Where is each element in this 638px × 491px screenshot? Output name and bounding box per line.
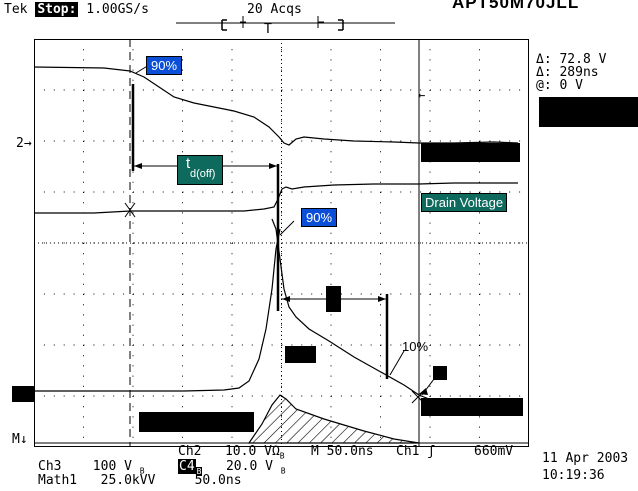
math-ref-label: M: [12, 432, 20, 447]
drain-current-fall-trace: [271, 218, 518, 406]
ten-percent-label: 10%: [402, 339, 429, 354]
rising-edge-icon: ʃ: [427, 444, 436, 459]
math-scale: 25.0kVV: [100, 473, 156, 488]
timebase-readout[interactable]: M 50.0ns: [311, 444, 374, 459]
capture-date: 11 Apr 2003: [542, 451, 629, 466]
trigger-level[interactable]: 660mV: [474, 444, 514, 459]
delta-v-readout: Δ: 72.8 V: [536, 53, 606, 66]
record-view-bar: T: [176, 16, 395, 37]
math-time: 50.0ns: [194, 473, 242, 488]
ch4-label: C4: [178, 459, 196, 474]
at-value: 0 V: [559, 78, 583, 93]
at-symbol: @:: [536, 78, 552, 93]
redacted-box-lower-right: [421, 398, 523, 416]
ch2-ref-label: 2: [16, 136, 24, 151]
acquisitions-count: 20 Acqs: [247, 2, 302, 17]
ch3-scale-readout[interactable]: Ch3 100 V B: [38, 460, 145, 479]
device-title: APT50M70JLL: [452, 0, 580, 12]
math-scale-readout[interactable]: Math1 25.0kVV 50.0ns: [38, 474, 242, 488]
delta-symbol-t: Δ:: [536, 65, 552, 80]
svg-text:T: T: [264, 22, 272, 37]
ch2-reference-marker[interactable]: 2→: [16, 136, 32, 151]
upper-90-percent-label: 90%: [146, 56, 183, 75]
delta-symbol-v: Δ:: [536, 52, 552, 67]
gate-voltage-trace: [34, 182, 518, 214]
delta-v-value: 72.8 V: [559, 52, 607, 67]
cursor-readout: Δ: 72.8 V Δ: 289ns @: 0 V: [536, 53, 606, 92]
arrow-right-icon: →: [23, 136, 32, 151]
redacted-box-current-label: [285, 346, 316, 363]
ch2-scale-readout[interactable]: Ch2 10.0 VΩB: [178, 445, 285, 464]
td-off-main-text: t: [186, 155, 191, 172]
delta-t-readout: Δ: 289ns: [536, 66, 606, 79]
math-label: Math1: [38, 473, 78, 488]
ch2-label: Ch2: [178, 444, 202, 459]
sample-rate: 1.00GS/s: [86, 2, 149, 17]
run-state-badge[interactable]: Stop:: [35, 2, 79, 17]
brand-label: Tek: [4, 2, 28, 17]
ch4-bw-limit: B: [280, 466, 286, 476]
redacted-box-lower-left: [139, 412, 254, 432]
ch4-scale-readout[interactable]: C4 B 20.0 V B: [178, 459, 286, 479]
delta-t-value: 289ns: [559, 65, 599, 80]
drain-voltage-label: Drain Voltage: [421, 193, 508, 212]
header-readout: Tek Stop: 1.00GS/s: [4, 2, 149, 17]
cursor-level-arrow-icon: ←: [418, 88, 426, 102]
status-bar: Tek Stop: 1.00GS/s 20 Acqs APT50M70JLL T: [0, 0, 638, 40]
ch3-bw-limit: B: [139, 466, 145, 476]
ch2-impedance: Ω: [271, 444, 280, 459]
ch4-ground-marker[interactable]: [12, 386, 34, 402]
drain-current-rise-trace: [34, 228, 281, 392]
redacted-box-small: [433, 366, 447, 380]
at-readout: @: 0 V: [536, 79, 606, 92]
scope-display[interactable]: [34, 39, 529, 447]
ch3-scale: 100 V: [92, 459, 132, 474]
math-reference-marker[interactable]: M↓: [12, 432, 28, 447]
arrow-down-icon: ↓: [19, 432, 28, 447]
capture-time: 10:19:36: [542, 468, 605, 483]
math-power-waveform: [247, 394, 420, 444]
ch2-scale: 10.0 V: [224, 444, 272, 459]
redacted-box-tf-label: [326, 286, 341, 312]
redacted-box-ch-label: [421, 143, 520, 162]
ch3-label: Ch3: [38, 459, 62, 474]
td-off-label: t d(off): [177, 155, 223, 185]
ch2-bw-limit: B: [279, 451, 285, 461]
td-off-subscript: d(off): [190, 168, 216, 180]
trigger-channel: Ch1: [396, 444, 420, 459]
trigger-source[interactable]: Ch1 ʃ: [396, 445, 435, 459]
redacted-box-readout: [539, 97, 638, 127]
mid-90-percent-label: 90%: [301, 208, 338, 227]
ch4-scale: 20.0 V: [225, 459, 273, 474]
cursor-x-marker-1: [124, 202, 136, 218]
drain-voltage-trace: [34, 66, 519, 146]
ch4-bw-badge: B: [195, 466, 203, 476]
graticule: [34, 39, 529, 447]
